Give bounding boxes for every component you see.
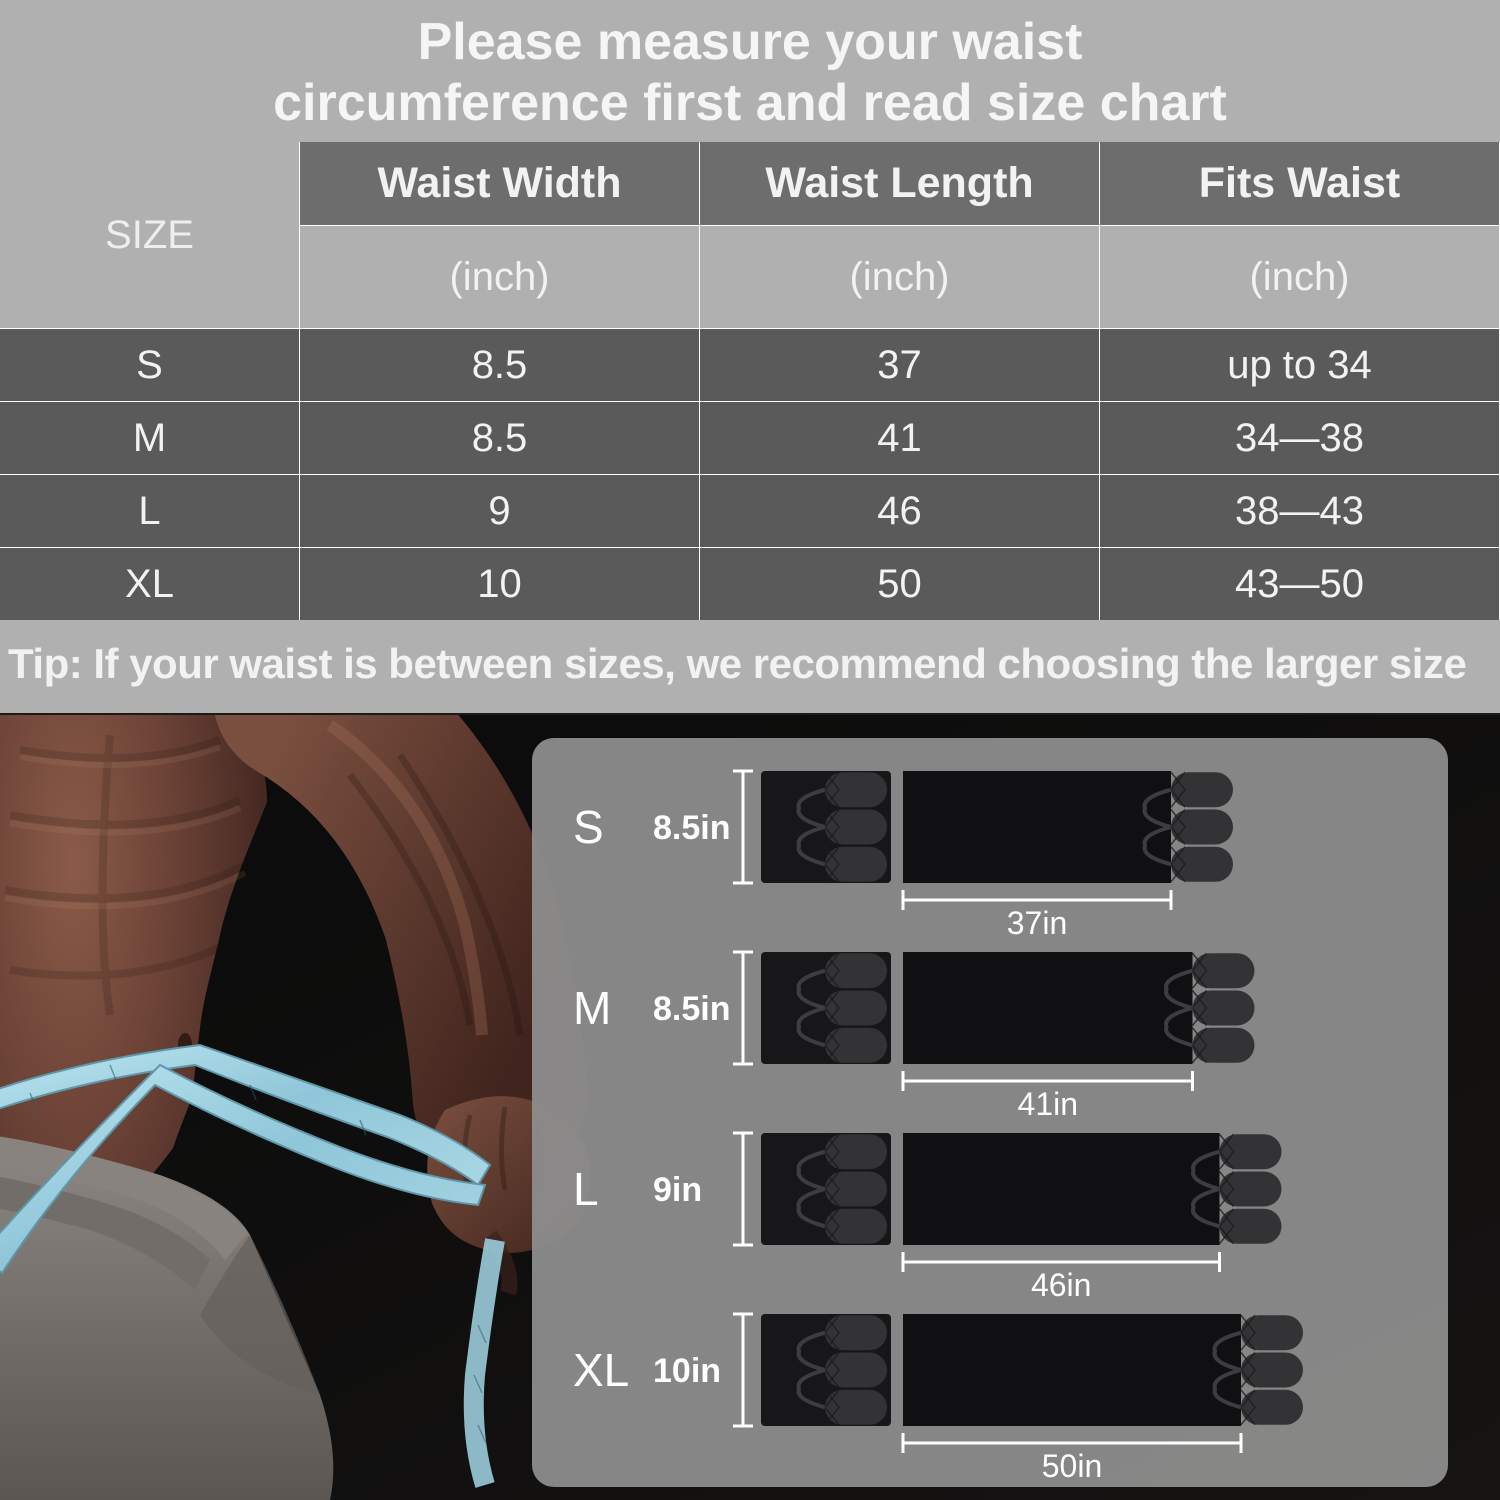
svg-text:50in: 50in (1042, 1448, 1103, 1484)
svg-text:9in: 9in (653, 1171, 702, 1209)
svg-text:XL: XL (573, 1344, 629, 1396)
svg-text:S: S (573, 801, 604, 853)
svg-text:M: M (573, 982, 611, 1034)
svg-text:37in: 37in (1007, 905, 1068, 941)
svg-text:41in: 41in (1018, 1086, 1079, 1122)
svg-text:L: L (573, 1163, 599, 1215)
svg-text:8.5in: 8.5in (653, 809, 730, 847)
svg-text:10in: 10in (653, 1352, 721, 1390)
svg-text:46in: 46in (1031, 1267, 1092, 1303)
svg-text:8.5in: 8.5in (653, 990, 730, 1028)
